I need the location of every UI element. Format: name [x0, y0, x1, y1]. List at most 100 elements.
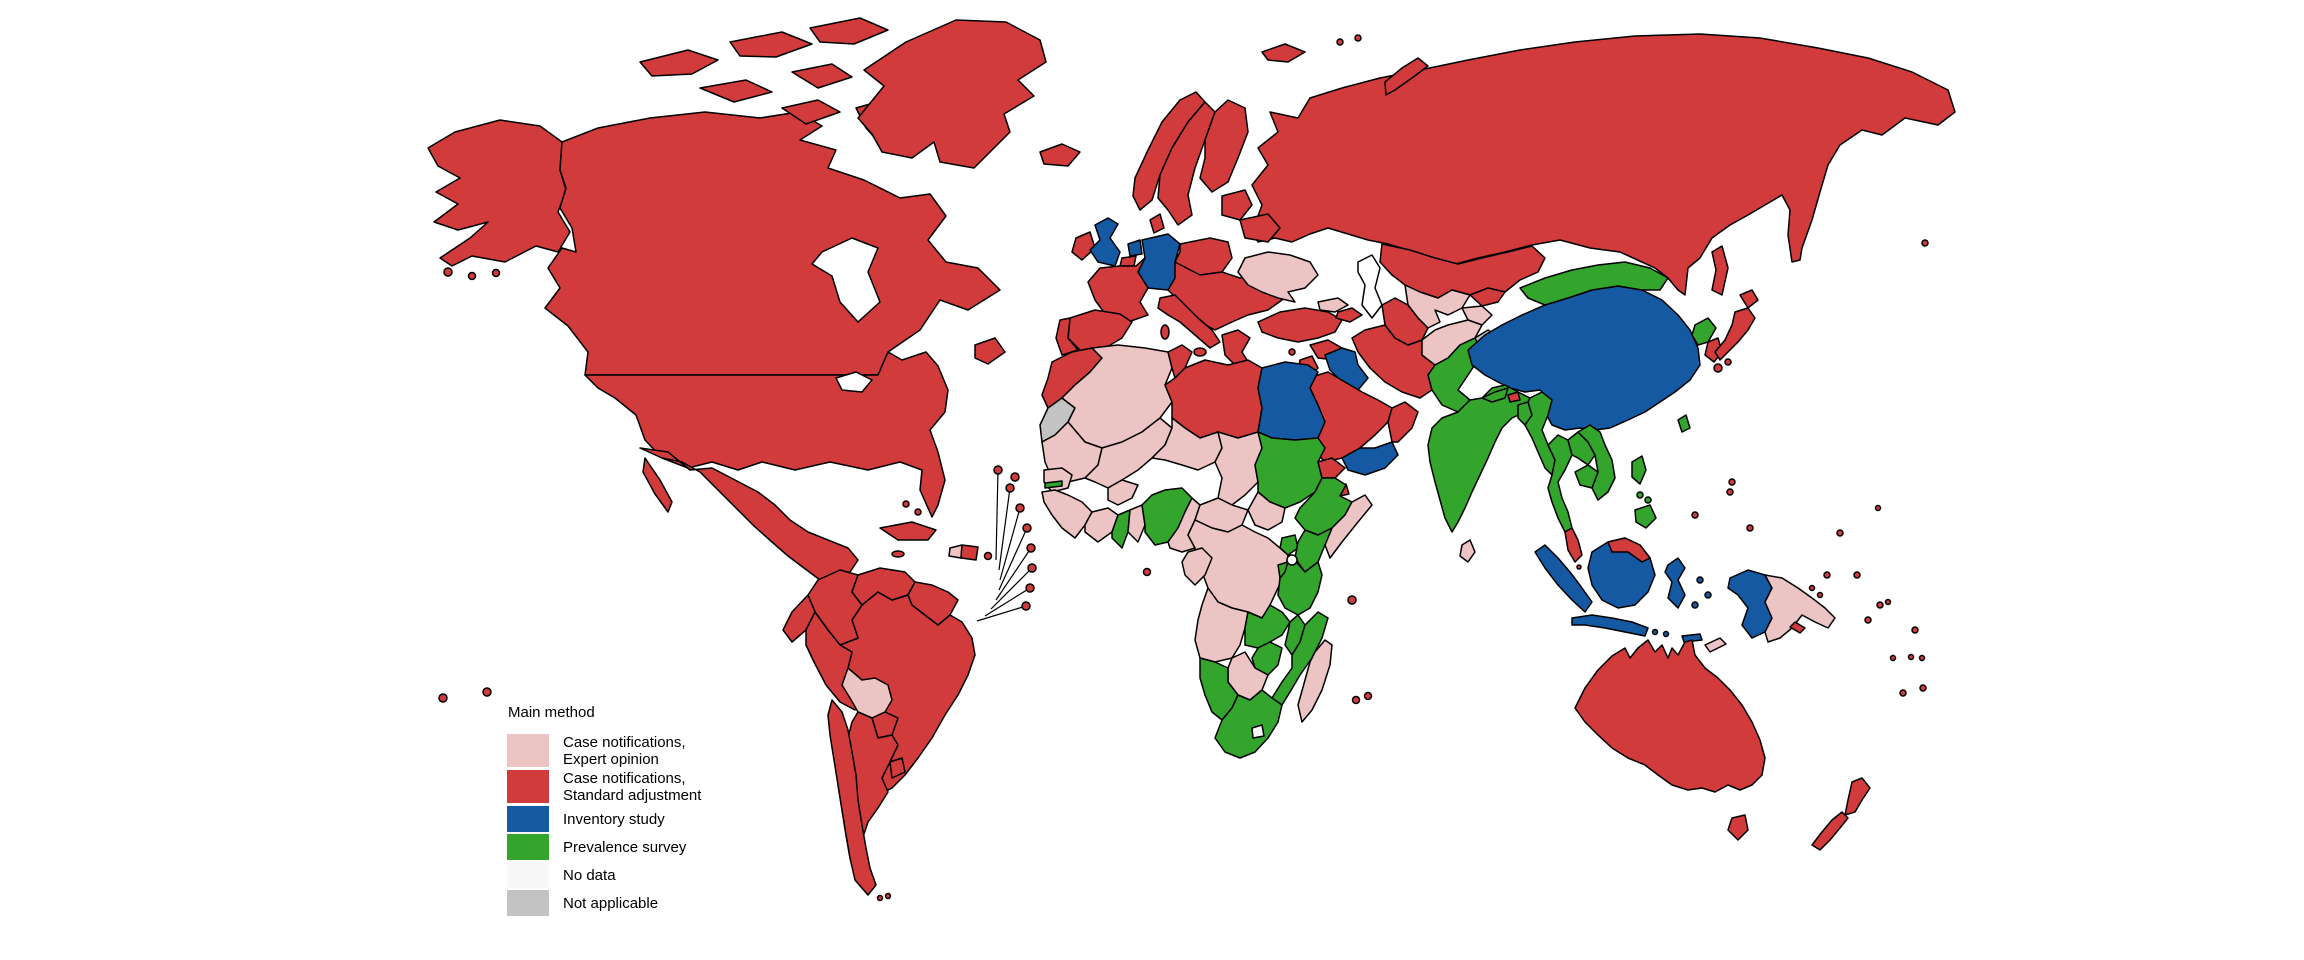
country-philippines-luzon [1631, 455, 1647, 485]
country-mexico-baja [642, 457, 673, 513]
legend-swatch-expert-opinion [507, 734, 549, 767]
country-jamaica [891, 550, 905, 558]
leader-line [984, 587, 1031, 617]
island-marker [1027, 563, 1037, 573]
legend-item-no-data: No data [507, 862, 701, 888]
country-gabon-congo [1181, 547, 1213, 586]
island-marker [914, 508, 922, 516]
leader-line [995, 547, 1032, 601]
island-marker [884, 892, 892, 900]
country-south-sudan [1247, 491, 1286, 531]
country-gambia [1044, 480, 1063, 489]
lake-victoria [1286, 554, 1298, 566]
country-sicily [1193, 347, 1207, 357]
country-japan-honshu [1714, 307, 1756, 361]
arctic-island [809, 17, 889, 45]
leader-line [976, 605, 1027, 622]
country-italy [1157, 294, 1221, 349]
country-sao-tome [1142, 567, 1152, 577]
legend-label-line: Case notifications, [563, 770, 686, 787]
island-marker [1816, 591, 1824, 599]
island-marker [1354, 34, 1362, 42]
country-cambodia [1574, 464, 1599, 489]
island-marker [993, 465, 1003, 475]
legend-item-prevalence-survey: Prevalence survey [507, 834, 701, 860]
country-mali [1084, 417, 1173, 489]
country-indonesia-java [1571, 614, 1649, 637]
country-venezuela [851, 567, 916, 606]
legend-label-line: Prevalence survey [563, 838, 687, 856]
country-lesotho [1251, 724, 1265, 739]
island-marker [1336, 38, 1344, 46]
country-malaysia-borneo [1607, 537, 1651, 563]
island-marker [1022, 523, 1032, 533]
country-somalia [1324, 494, 1373, 559]
country-mongolia [1519, 261, 1669, 306]
north-america [427, 17, 1081, 667]
country-usa [584, 351, 949, 518]
legend-title: Main method [508, 704, 595, 721]
island-marker [1026, 543, 1036, 553]
country-united-kingdom [1089, 217, 1121, 267]
country-papua-new-guinea [1764, 574, 1836, 643]
country-uruguay [889, 757, 906, 779]
island-marker [1728, 478, 1736, 486]
island-marker [876, 894, 884, 902]
island-marker [1651, 628, 1659, 636]
country-vietnam [1577, 424, 1616, 501]
country-svalbard [1261, 43, 1306, 63]
great-lakes [835, 371, 873, 393]
country-netherlands [1127, 239, 1143, 257]
country-azerbaijan-armenia [1335, 307, 1363, 323]
country-cuba [879, 521, 937, 541]
island-marker [1636, 491, 1644, 499]
country-taiwan [1677, 414, 1691, 433]
arctic-island [729, 31, 813, 58]
island-marker [1921, 239, 1929, 247]
legend: Main method Case notifications, Expert o… [507, 704, 701, 918]
island-marker [1724, 358, 1732, 366]
asia [1427, 239, 1929, 570]
arctic-island [791, 63, 853, 89]
island-marker [1918, 654, 1926, 662]
country-belgium [1119, 255, 1137, 267]
legend-item-expert-opinion: Case notifications, Expert opinion [507, 734, 701, 768]
country-ukraine [1237, 251, 1319, 303]
south-america [782, 567, 976, 902]
island-marker [1347, 595, 1357, 605]
island-marker [1907, 653, 1915, 661]
country-niger [1151, 417, 1223, 471]
country-eritrea [1317, 457, 1346, 479]
country-timor-leste [1704, 637, 1727, 653]
island-marker [1899, 689, 1907, 697]
island-marker [1746, 524, 1754, 532]
island-marker [1662, 630, 1670, 638]
island-marker [482, 687, 492, 697]
island-marker [1021, 601, 1031, 611]
island-marker [1874, 504, 1882, 512]
country-oman [1387, 401, 1419, 443]
country-new-caledonia [1789, 621, 1806, 634]
country-indonesia-sulawesi [1664, 557, 1686, 609]
arctic-island [781, 99, 841, 125]
country-greece [1221, 329, 1251, 369]
island-marker [1911, 626, 1919, 634]
country-baltics [1221, 189, 1253, 221]
island-marker [1823, 571, 1831, 579]
country-yemen [1341, 441, 1399, 476]
country-russia [1251, 33, 1956, 296]
country-iceland [1039, 143, 1081, 167]
island-marker [443, 267, 453, 277]
country-malaysia-peninsula [1564, 527, 1583, 563]
country-philippines-mindanao [1634, 504, 1657, 529]
country-zambia [1244, 604, 1291, 649]
country-cabo-verde [1010, 472, 1020, 482]
country-turkmenistan [1381, 297, 1429, 346]
lesser-antilles-callouts [976, 465, 1037, 622]
island-marker [1853, 571, 1861, 579]
country-alaska [427, 119, 571, 267]
island-marker [1363, 691, 1373, 701]
arctic-island [699, 79, 773, 103]
